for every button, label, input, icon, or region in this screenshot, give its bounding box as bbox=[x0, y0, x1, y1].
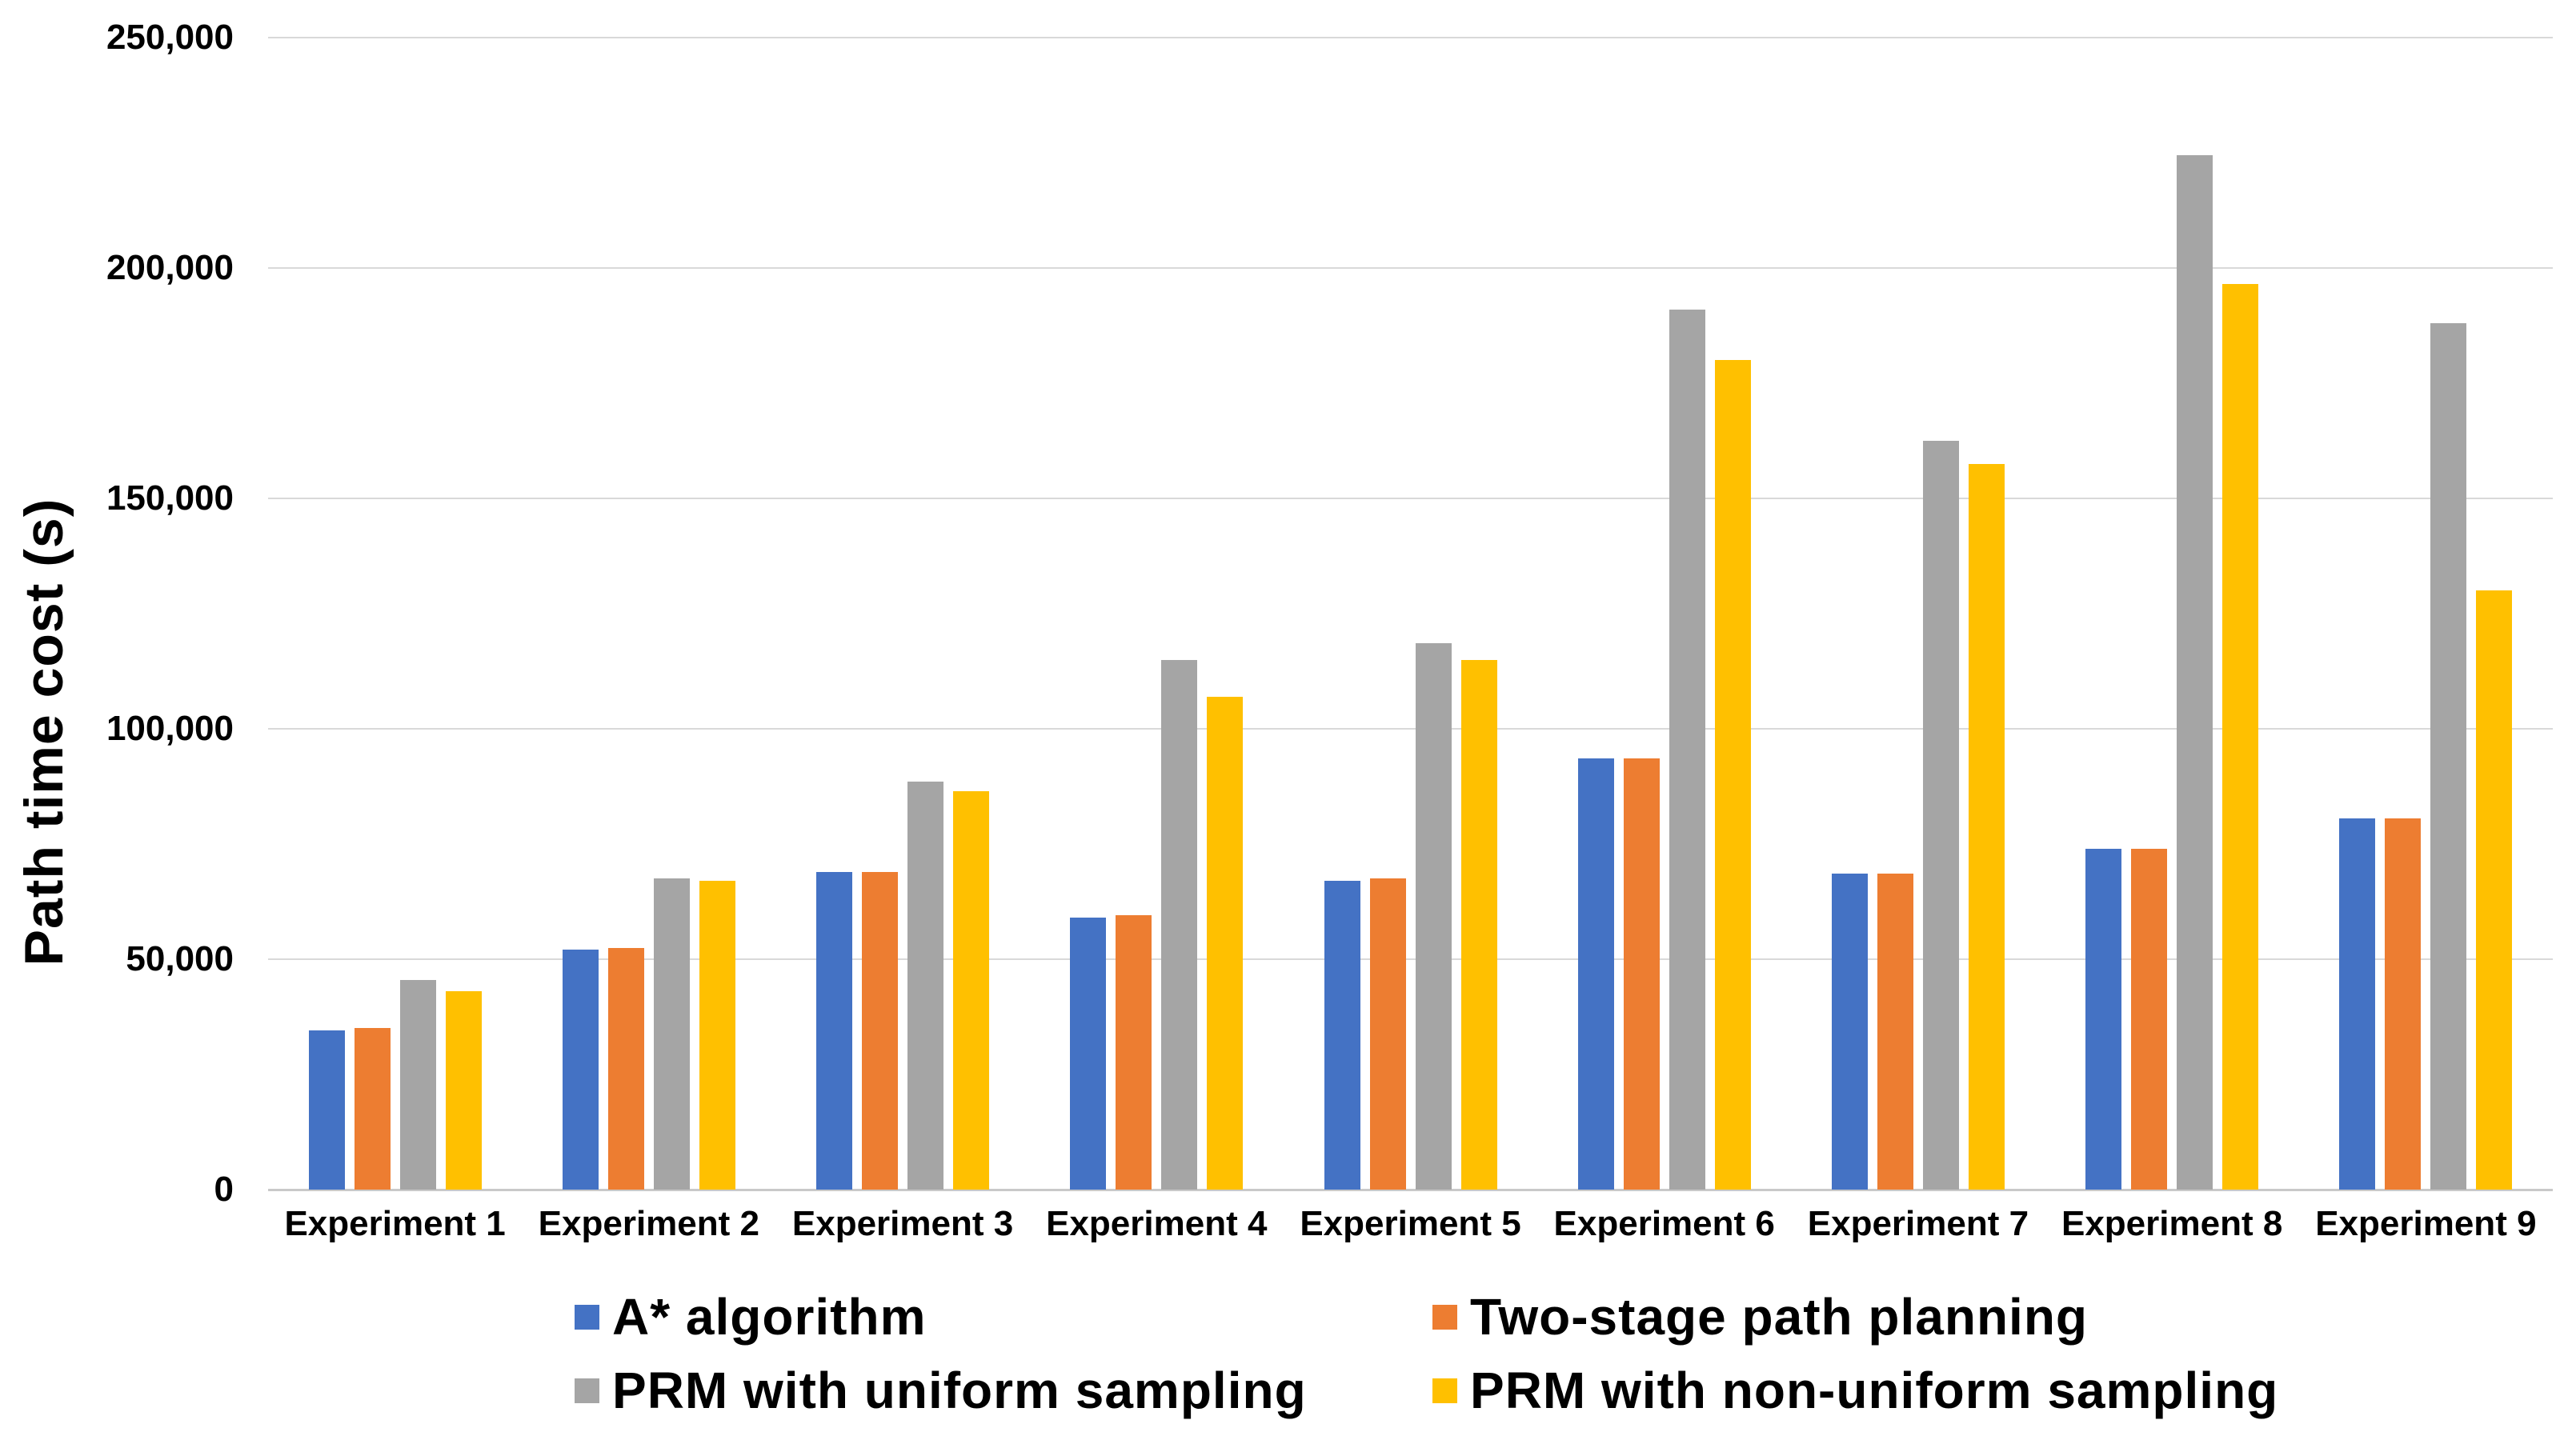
y-tick-label: 250,000 bbox=[106, 18, 234, 57]
bar bbox=[1669, 309, 1705, 1190]
bar bbox=[1161, 659, 1198, 1190]
x-category-label: Experiment 7 bbox=[1807, 1204, 2029, 1243]
bar bbox=[2222, 284, 2259, 1190]
bar bbox=[1324, 881, 1360, 1190]
bar bbox=[1968, 463, 2005, 1190]
x-category-label: Experiment 4 bbox=[1046, 1204, 1268, 1243]
legend-item: Two-stage path planning bbox=[1432, 1282, 2088, 1352]
bar bbox=[2085, 848, 2122, 1190]
bar bbox=[1415, 643, 1452, 1190]
legend-color-swatch bbox=[1432, 1304, 1457, 1330]
bar bbox=[1714, 360, 1751, 1190]
legend-item: A* algorithm bbox=[575, 1282, 926, 1352]
bar bbox=[862, 871, 899, 1190]
legend-color-swatch bbox=[575, 1304, 599, 1330]
bar bbox=[953, 790, 990, 1190]
bar bbox=[2385, 818, 2422, 1190]
bar bbox=[1831, 874, 1868, 1190]
bar bbox=[816, 871, 853, 1190]
bar bbox=[653, 878, 690, 1190]
bar bbox=[1369, 878, 1406, 1190]
y-tick-label: 200,000 bbox=[106, 248, 234, 287]
bar bbox=[1877, 874, 1913, 1190]
legend-item: PRM with uniform sampling bbox=[575, 1355, 1307, 1426]
gridline bbox=[268, 498, 2553, 499]
bar bbox=[562, 950, 599, 1190]
gridline bbox=[268, 267, 2553, 269]
x-category-label: Experiment 3 bbox=[791, 1204, 1014, 1243]
bar bbox=[399, 979, 436, 1190]
bar bbox=[2131, 848, 2168, 1190]
x-axis-line bbox=[268, 1189, 2553, 1191]
x-category-label: Experiment 2 bbox=[538, 1204, 759, 1243]
legend-color-swatch bbox=[575, 1378, 599, 1403]
legend-label: Two-stage path planning bbox=[1470, 1288, 2088, 1346]
y-tick-label: 100,000 bbox=[106, 709, 234, 748]
x-category-label: Experiment 5 bbox=[1300, 1204, 1521, 1243]
bar bbox=[699, 881, 735, 1190]
legend-label: A* algorithm bbox=[612, 1288, 927, 1346]
legend-label: PRM with uniform sampling bbox=[612, 1362, 1307, 1419]
y-tick-label: 50,000 bbox=[126, 939, 234, 978]
bar bbox=[354, 1028, 391, 1190]
bar bbox=[1623, 758, 1660, 1190]
plot-area bbox=[268, 0, 2553, 1444]
legend-color-swatch bbox=[1432, 1378, 1457, 1403]
bar bbox=[445, 991, 482, 1190]
x-category-label: Experiment 6 bbox=[1553, 1204, 1775, 1243]
gridline bbox=[268, 728, 2553, 730]
x-category-label: Experiment 9 bbox=[2315, 1204, 2537, 1243]
bar bbox=[1207, 696, 1244, 1190]
bar bbox=[1116, 915, 1152, 1190]
y-tick-label: 150,000 bbox=[106, 478, 234, 518]
legend-item: PRM with non-uniform sampling bbox=[1432, 1355, 2278, 1426]
gridline bbox=[268, 958, 2553, 960]
gridline bbox=[268, 37, 2553, 38]
bar bbox=[607, 947, 644, 1190]
y-tick-label: 0 bbox=[214, 1170, 234, 1209]
bar bbox=[907, 782, 944, 1190]
bar bbox=[1070, 918, 1107, 1190]
legend-label: PRM with non-uniform sampling bbox=[1470, 1362, 2279, 1419]
bar bbox=[308, 1030, 345, 1190]
x-category-label: Experiment 8 bbox=[2061, 1204, 2283, 1243]
bar bbox=[1577, 758, 1614, 1190]
bar bbox=[1922, 441, 1959, 1190]
bar bbox=[2339, 818, 2376, 1190]
bar bbox=[1460, 659, 1497, 1190]
bar bbox=[2476, 590, 2513, 1190]
x-category-label: Experiment 1 bbox=[284, 1204, 506, 1243]
bar bbox=[2177, 154, 2213, 1190]
bar bbox=[2430, 323, 2467, 1190]
